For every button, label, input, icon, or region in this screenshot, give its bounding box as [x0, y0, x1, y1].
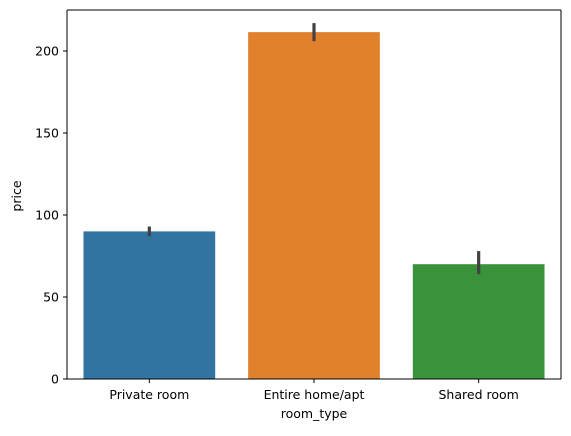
- y-tick-label: 50: [43, 290, 59, 305]
- y-tick-label: 0: [51, 372, 59, 387]
- x-tick-label: Shared room: [439, 387, 519, 402]
- bar-entire-home-apt: [248, 32, 380, 379]
- y-tick-label: 150: [35, 126, 59, 141]
- errorbars-layer: [147, 23, 481, 275]
- bars-layer: [83, 32, 545, 379]
- axes-layer: 0 50 100 150 200 Private room Entire home/apt S…: [35, 9, 562, 402]
- y-tick-label: 200: [35, 44, 59, 59]
- x-tick-label: Entire home/apt: [264, 387, 365, 402]
- bar-private-room: [83, 231, 216, 379]
- y-axis-label: price: [9, 180, 24, 211]
- y-tick-label: 100: [35, 208, 59, 223]
- bar-shared-room: [412, 264, 545, 379]
- x-axis-label: room_type: [281, 406, 348, 421]
- x-tick-label: Private room: [109, 387, 189, 402]
